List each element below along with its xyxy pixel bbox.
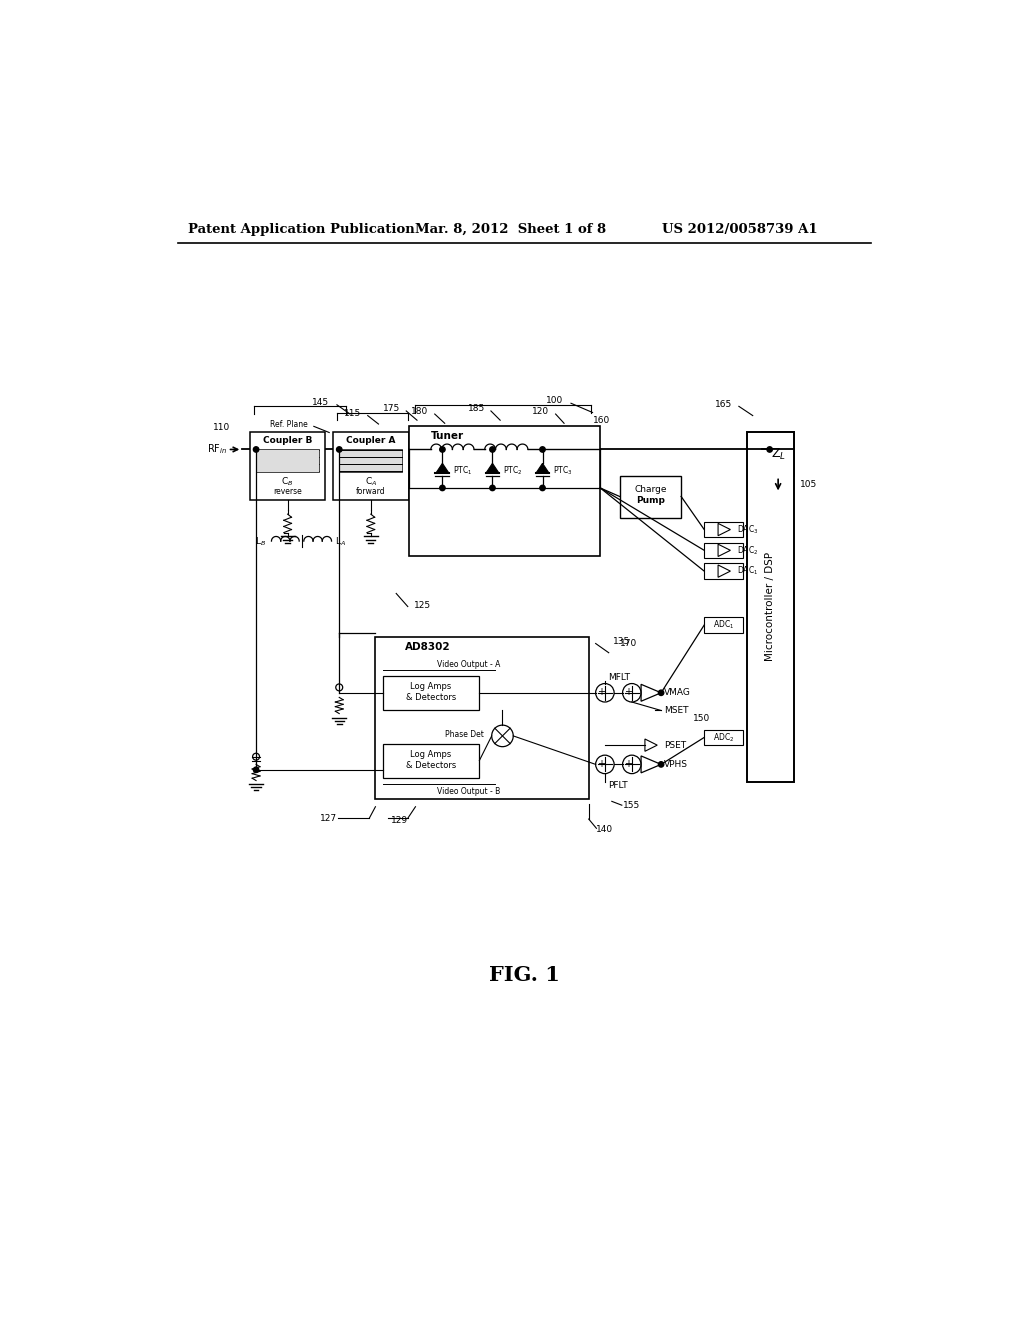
Text: reverse: reverse (273, 487, 302, 496)
Text: PTC$_1$: PTC$_1$ (454, 465, 473, 478)
Text: Mar. 8, 2012  Sheet 1 of 8: Mar. 8, 2012 Sheet 1 of 8 (416, 223, 606, 236)
Bar (339, 449, 402, 471)
Text: L$_B$: L$_B$ (255, 536, 266, 548)
Text: 150: 150 (692, 714, 710, 722)
Text: 110: 110 (213, 424, 230, 433)
Text: & Detectors: & Detectors (406, 760, 456, 770)
Text: 125: 125 (414, 601, 431, 610)
Text: 129: 129 (391, 816, 408, 825)
Text: 140: 140 (596, 825, 613, 834)
Text: C$_A$: C$_A$ (365, 475, 377, 488)
Text: 135: 135 (612, 638, 630, 647)
Text: ADC$_2$: ADC$_2$ (713, 731, 734, 743)
Bar (376, 638, 590, 799)
Text: +: + (624, 759, 632, 768)
Bar (256, 449, 319, 471)
Text: 180: 180 (412, 408, 429, 416)
Text: VPHS: VPHS (665, 760, 688, 768)
Circle shape (253, 446, 259, 453)
Circle shape (253, 767, 259, 772)
Circle shape (439, 486, 445, 491)
Text: C$_B$: C$_B$ (282, 475, 294, 488)
Bar (705, 618, 742, 632)
Text: Coupler B: Coupler B (263, 437, 312, 445)
Text: Tuner: Tuner (431, 430, 464, 441)
Text: Video Output - A: Video Output - A (437, 660, 501, 669)
Text: 115: 115 (344, 409, 361, 417)
Text: Microcontroller / DSP: Microcontroller / DSP (765, 552, 775, 661)
Text: FIG. 1: FIG. 1 (489, 965, 560, 985)
Text: Video Output - B: Video Output - B (437, 787, 501, 796)
Text: & Detectors: & Detectors (406, 693, 456, 702)
Text: PTC$_2$: PTC$_2$ (503, 465, 523, 478)
Circle shape (540, 446, 545, 453)
Bar (746, 432, 795, 781)
Text: Pump: Pump (636, 496, 665, 504)
Text: forward: forward (356, 487, 386, 496)
Text: MFLT: MFLT (608, 673, 630, 682)
Text: PSET: PSET (665, 741, 686, 750)
Text: DAC$_1$: DAC$_1$ (737, 565, 759, 577)
Text: DAC$_3$: DAC$_3$ (737, 523, 759, 536)
Bar (250, 432, 326, 499)
Bar (705, 730, 742, 744)
Text: DAC$_2$: DAC$_2$ (737, 544, 759, 557)
Text: 165: 165 (716, 400, 733, 408)
Text: +: + (597, 686, 605, 697)
Text: Coupler A: Coupler A (346, 437, 395, 445)
Text: AD8302: AD8302 (404, 642, 451, 652)
Circle shape (540, 486, 545, 491)
Bar (762, 432, 795, 477)
Text: 155: 155 (624, 801, 641, 809)
Text: Patent Application Publication: Patent Application Publication (188, 223, 415, 236)
Bar (705, 543, 742, 558)
Text: +: + (624, 686, 632, 697)
Text: 120: 120 (532, 408, 550, 416)
Text: Charge: Charge (634, 484, 667, 494)
Circle shape (767, 446, 772, 453)
Text: Log Amps: Log Amps (411, 750, 452, 759)
Text: +: + (597, 759, 605, 768)
Text: 185: 185 (468, 404, 484, 413)
Text: Ref. Plane: Ref. Plane (270, 420, 307, 429)
Bar (333, 432, 409, 499)
Text: VMAG: VMAG (665, 688, 691, 697)
Text: US 2012/0058739 A1: US 2012/0058739 A1 (662, 223, 817, 236)
Text: MSET: MSET (665, 706, 689, 715)
Circle shape (489, 446, 496, 453)
Circle shape (337, 446, 342, 453)
Polygon shape (537, 463, 549, 473)
Polygon shape (486, 463, 499, 473)
Text: 145: 145 (312, 399, 330, 407)
Text: 105: 105 (800, 479, 817, 488)
Text: 160: 160 (593, 416, 610, 425)
Polygon shape (436, 463, 449, 473)
Text: Z$_L$: Z$_L$ (771, 446, 785, 462)
Text: RF$_{in}$: RF$_{in}$ (207, 442, 226, 457)
Text: ADC$_1$: ADC$_1$ (713, 619, 734, 631)
Circle shape (658, 690, 664, 696)
Bar (410, 426, 600, 556)
Bar (620, 475, 681, 517)
Text: L$_A$: L$_A$ (336, 536, 346, 548)
Circle shape (439, 446, 445, 453)
Text: PTC$_3$: PTC$_3$ (553, 465, 573, 478)
Text: 175: 175 (383, 404, 400, 413)
Text: Log Amps: Log Amps (411, 682, 452, 692)
Text: 100: 100 (546, 396, 563, 405)
Bar (705, 521, 742, 537)
Bar (383, 743, 479, 779)
Circle shape (489, 486, 496, 491)
Bar (705, 564, 742, 579)
Text: 127: 127 (319, 814, 337, 822)
Text: Phase Det: Phase Det (445, 730, 484, 739)
Circle shape (658, 762, 664, 767)
Bar (383, 676, 479, 710)
Text: 170: 170 (620, 639, 637, 648)
Text: PFLT: PFLT (608, 780, 628, 789)
